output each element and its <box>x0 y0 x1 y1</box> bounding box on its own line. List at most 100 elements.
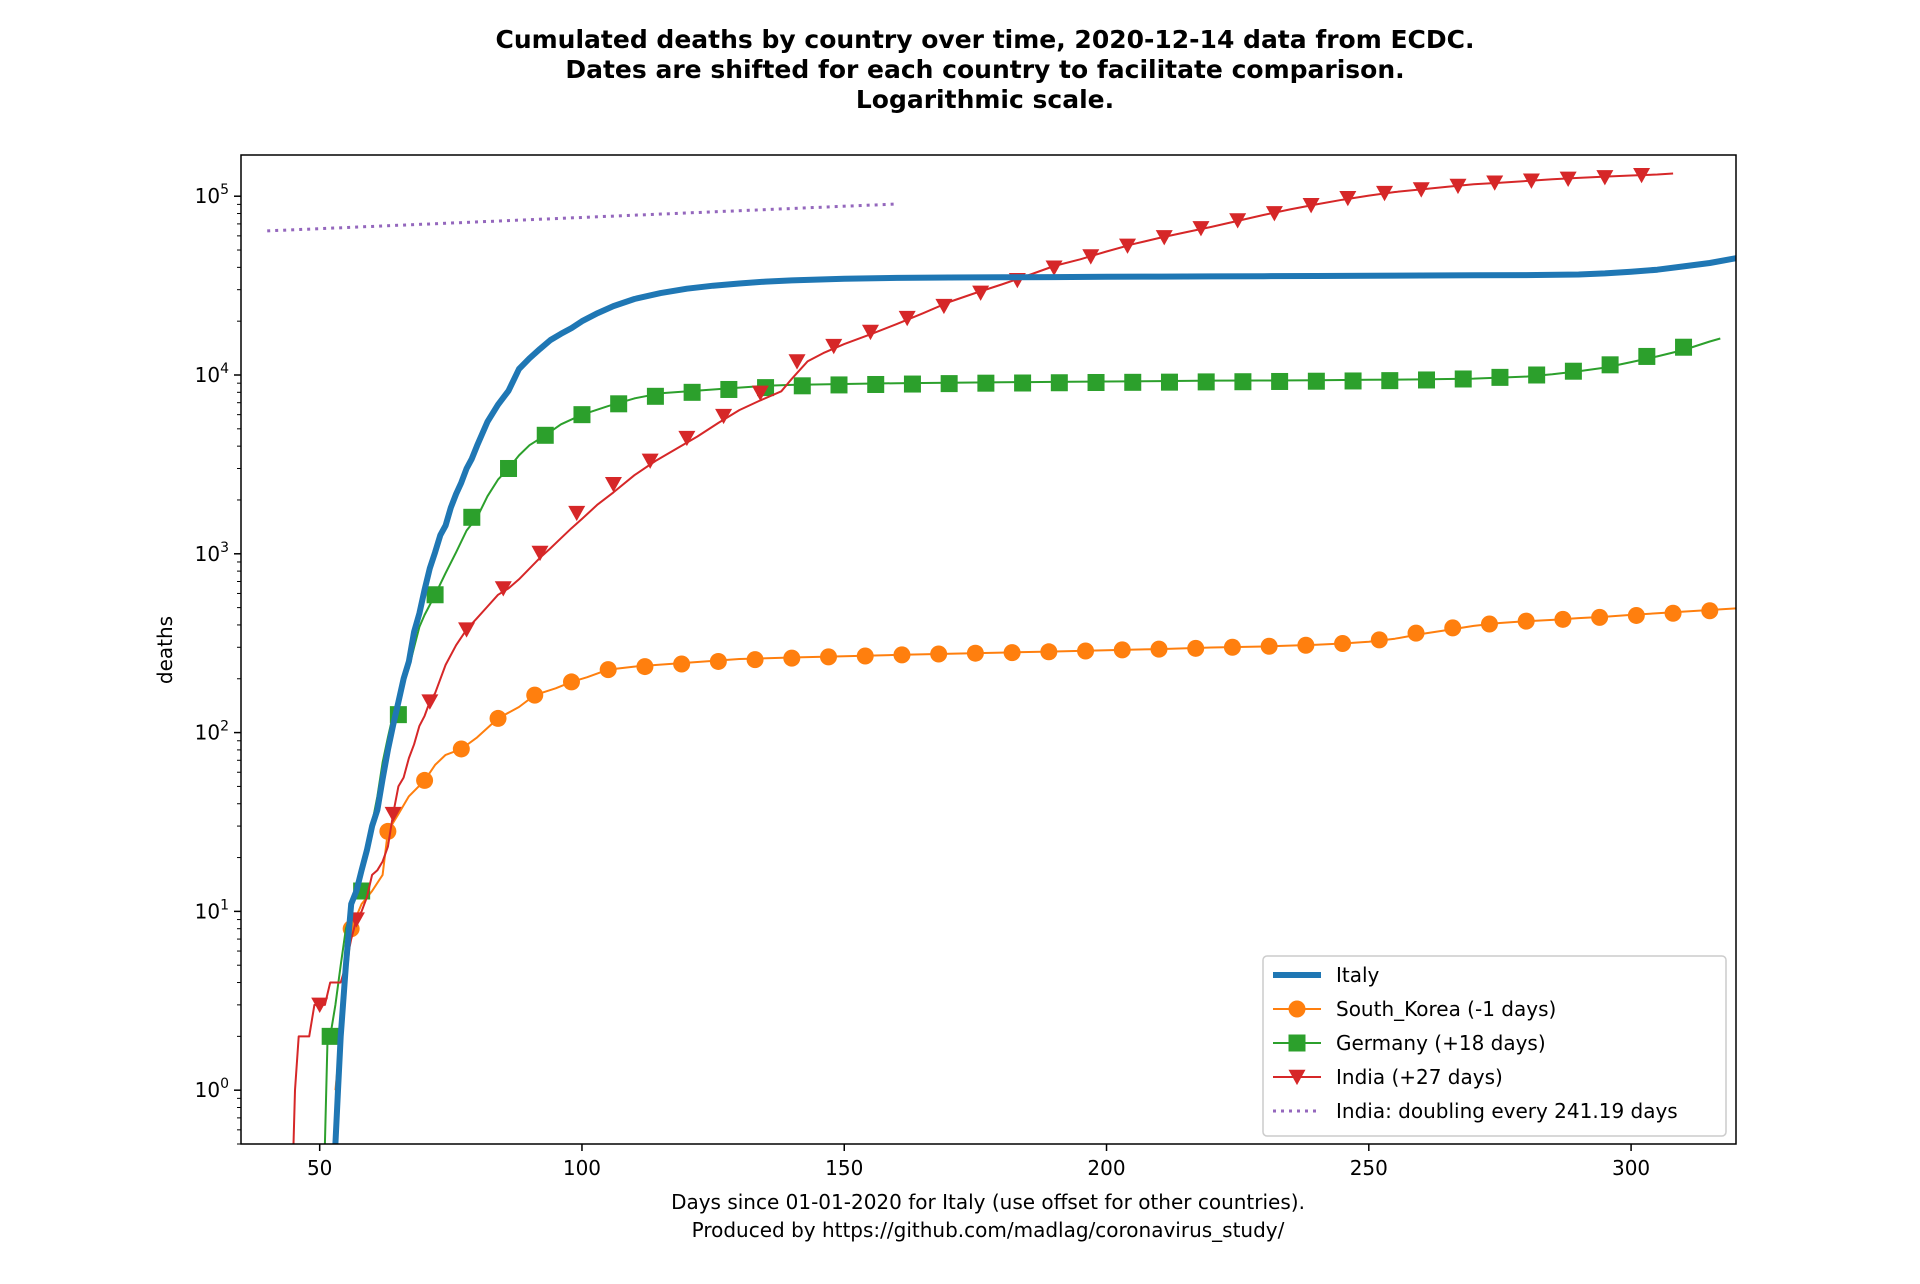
series-marker-south-korea-1-days <box>820 648 838 666</box>
series-marker-germany-18-days <box>830 376 848 394</box>
series-marker-south-korea-1-days <box>1591 608 1609 626</box>
series-marker-south-korea-1-days <box>673 655 691 673</box>
series-marker-germany-18-days <box>536 426 554 444</box>
series-marker-germany-18-days <box>1124 373 1142 391</box>
series-marker-india-27-days <box>1559 171 1577 187</box>
series-marker-india-27-days <box>1192 221 1210 237</box>
series-marker-south-korea-1-days <box>1627 606 1645 624</box>
chart-title-line-2: Dates are shifted for each country to fa… <box>565 55 1404 84</box>
series-marker-germany-18-days <box>1307 372 1325 390</box>
y-tick-label: 100 <box>195 1076 229 1102</box>
y-tick-label: 101 <box>195 897 229 923</box>
series-marker-germany-18-days <box>977 374 995 392</box>
series-marker-germany-18-days <box>1528 366 1546 384</box>
series-marker-germany-18-days <box>500 459 518 477</box>
series-marker-south-korea-1-days <box>1113 641 1131 659</box>
series-marker-india-27-days <box>421 694 439 710</box>
x-axis-label-line-2: Produced by https://github.com/madlag/co… <box>692 1218 1285 1242</box>
series-marker-germany-18-days <box>463 508 481 526</box>
series-marker-india-27-days <box>825 338 843 355</box>
series-line-south-korea-1-days <box>334 607 1736 1091</box>
series-marker-india-27-days <box>458 622 476 638</box>
plot-series-group <box>267 168 1736 1144</box>
series-marker-germany-18-days <box>940 375 958 393</box>
series-marker-south-korea-1-days <box>1223 638 1241 656</box>
x-axis-label-line-1: Days since 01-01-2020 for Italy (use off… <box>671 1190 1305 1214</box>
legend-label-italy: Italy <box>1336 963 1380 987</box>
series-marker-germany-18-days <box>683 383 701 401</box>
series-marker-india-27-days <box>1119 238 1137 254</box>
series-marker-india-27-days <box>604 476 622 493</box>
series-marker-india-27-days <box>1596 170 1614 186</box>
plot-area <box>267 168 1736 1144</box>
x-tick-label: 200 <box>1087 1156 1125 1180</box>
series-line-india-27-days <box>292 172 1674 1144</box>
series-marker-south-korea-1-days <box>562 673 580 691</box>
series-marker-south-korea-1-days <box>1480 615 1498 633</box>
axes-border <box>240 154 1737 1145</box>
series-marker-south-korea-1-days <box>379 822 397 840</box>
legend-label-germany-18-days: Germany (+18 days) <box>1336 1031 1546 1055</box>
series-line-italy <box>332 255 1736 1144</box>
series-marker-germany-18-days <box>1160 373 1178 391</box>
series-marker-india-27-days <box>1302 198 1320 214</box>
series-marker-india-27-days <box>715 408 733 425</box>
series-marker-germany-18-days <box>1418 371 1436 389</box>
series-marker-germany-18-days <box>1675 338 1693 356</box>
series-marker-south-korea-1-days <box>416 771 434 789</box>
legend: Italy South_Korea (-1 days) Germany (+18 d… <box>1262 955 1727 1137</box>
series-marker-germany-18-days <box>610 395 628 413</box>
series-marker-india-27-days <box>1376 185 1394 202</box>
series-marker-south-korea-1-days <box>1334 634 1352 652</box>
series-marker-south-korea-1-days <box>1150 640 1168 658</box>
series-marker-india-27-days <box>1229 213 1247 229</box>
series-marker-south-korea-1-days <box>746 651 764 669</box>
series-marker-germany-18-days <box>1050 374 1068 392</box>
series-marker-south-korea-1-days <box>636 658 654 676</box>
series-marker-south-korea-1-days <box>893 646 911 664</box>
series-marker-south-korea-1-days <box>783 649 801 667</box>
series-marker-india-27-days <box>678 430 696 447</box>
series-marker-germany-18-days <box>1564 362 1582 380</box>
series-marker-germany-18-days <box>1638 347 1656 365</box>
x-tick-label: 300 <box>1612 1156 1650 1180</box>
series-marker-india-27-days <box>384 806 402 823</box>
y-axis-label: deaths <box>153 616 177 684</box>
series-marker-south-korea-1-days <box>1297 636 1315 654</box>
series-marker-india-27-days <box>311 997 329 1013</box>
series-marker-germany-18-days <box>426 586 444 604</box>
x-tick-label: 150 <box>825 1156 863 1180</box>
series-marker-germany-18-days <box>867 375 885 393</box>
series-marker-south-korea-1-days <box>1187 639 1205 657</box>
series-line-india-doubling-every-241-19-days <box>267 202 897 233</box>
x-tick-label: 100 <box>563 1156 601 1180</box>
series-marker-germany-18-days <box>1087 373 1105 391</box>
x-tick-label: 250 <box>1350 1156 1388 1180</box>
legend-box <box>1262 955 1727 1137</box>
series-marker-india-27-days <box>531 545 549 562</box>
series-marker-south-korea-1-days <box>526 686 544 704</box>
series-marker-india-27-days <box>568 505 586 522</box>
legend-marker-india-27-days <box>1288 1069 1306 1086</box>
series-marker-germany-18-days <box>903 375 921 393</box>
series-marker-india-27-days <box>972 285 990 301</box>
series-marker-south-korea-1-days <box>709 652 727 670</box>
series-marker-south-korea-1-days <box>1260 637 1278 655</box>
legend-marker-germany-18-days <box>1288 1034 1306 1052</box>
y-tick-label: 103 <box>195 540 229 566</box>
series-marker-india-27-days <box>1045 260 1063 276</box>
series-marker-germany-18-days <box>321 1027 339 1045</box>
series-marker-india-27-days <box>1486 175 1504 191</box>
series-marker-south-korea-1-days <box>1040 643 1058 661</box>
series-marker-south-korea-1-days <box>599 661 617 679</box>
series-marker-india-27-days <box>1155 230 1173 246</box>
series-marker-india-27-days <box>1412 182 1430 198</box>
series-marker-south-korea-1-days <box>1664 604 1682 622</box>
series-marker-germany-18-days <box>646 387 664 405</box>
series-marker-germany-18-days <box>1234 373 1252 391</box>
series-marker-south-korea-1-days <box>489 709 507 727</box>
series-marker-south-korea-1-days <box>1003 644 1021 662</box>
series-marker-south-korea-1-days <box>1444 619 1462 637</box>
